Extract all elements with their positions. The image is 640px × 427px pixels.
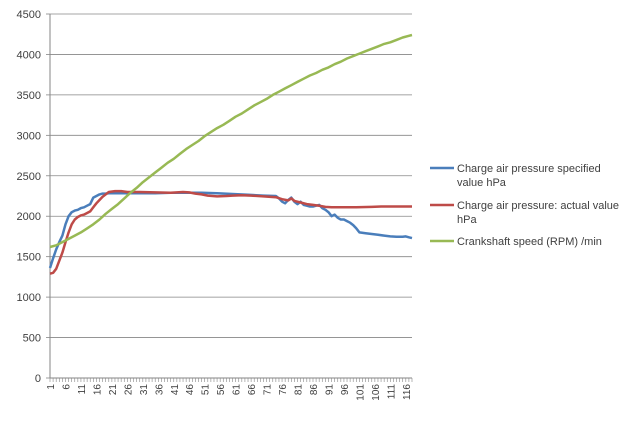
x-tick-labels: 1 6 11 16 21 26 31 36 41 46 51 56 61 66 71 76 81 86 91 96 10…: [46, 384, 413, 401]
x-tick-label: 81: [294, 384, 305, 396]
legend-label-2: Charge air pressure: actual value hPa: [457, 200, 619, 226]
legend: Charge air pressure specified value hPa Ch…: [430, 163, 619, 248]
y-tick-label: 3500: [17, 90, 41, 102]
series-line-3: [49, 33, 413, 249]
y-tick-labels: 0 500 1000 1500 2000 2500 3000 3500 4000 4500: [17, 9, 41, 385]
x-tick-label: 96: [340, 384, 351, 396]
x-tick-label: 76: [278, 384, 289, 396]
y-tick-label: 0: [35, 373, 41, 385]
x-tick-label: 6: [61, 384, 72, 390]
x-tick-label: 61: [232, 384, 243, 396]
x-tick-label: 91: [324, 384, 335, 396]
x-tick-label: 111: [386, 384, 397, 400]
series-lines: [48, 33, 413, 275]
y-tick-label: 2500: [17, 171, 41, 183]
series-line-2: [49, 189, 412, 275]
legend-label-3: Crankshaft speed (RPM) /min: [457, 236, 602, 248]
x-tick-label: 26: [123, 384, 134, 396]
x-tick-label: 1: [46, 384, 57, 390]
x-tick-label: 71: [263, 384, 274, 396]
y-tick-label: 3000: [17, 130, 41, 142]
gridlines: [50, 13, 412, 338]
x-tick-label: 66: [247, 384, 258, 396]
x-tick-label: 51: [201, 384, 212, 396]
y-tick-label: 4000: [17, 49, 41, 61]
x-tick-label: 101: [355, 384, 366, 401]
x-tick-label: 21: [108, 384, 119, 396]
x-tick-label: 56: [216, 384, 227, 396]
x-tick-label: 86: [309, 384, 320, 396]
y-tick-label: 4500: [17, 9, 41, 21]
x-tick-label: 116: [402, 384, 413, 400]
legend-label-1: Charge air pressure specified value hPa: [457, 163, 601, 189]
axes: [46, 13, 413, 382]
x-tick-label: 36: [154, 384, 165, 396]
series-line-1: [48, 191, 413, 269]
x-tick-label: 16: [92, 384, 103, 396]
x-tick-label: 31: [139, 384, 150, 396]
x-tick-label: 11: [77, 384, 88, 395]
x-tick-label: 41: [170, 384, 181, 396]
x-tick-label: 106: [371, 384, 382, 401]
y-tick-label: 500: [23, 333, 41, 345]
y-tick-label: 1000: [17, 292, 41, 304]
y-tick-label: 2000: [17, 211, 41, 223]
x-tick-label: 46: [185, 384, 196, 396]
y-tick-label: 1500: [17, 252, 41, 264]
